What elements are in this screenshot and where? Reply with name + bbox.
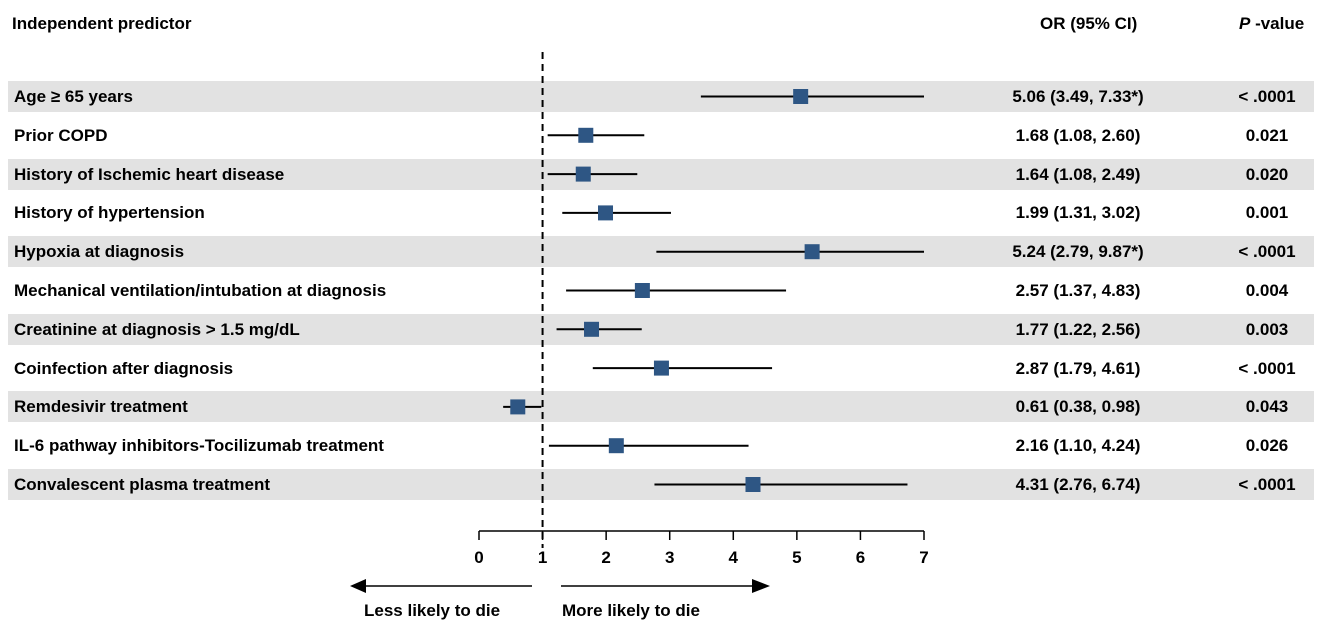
p-value: < .0001 [1238, 475, 1296, 494]
or-ci-value: 2.16 (1.10, 4.24) [1015, 436, 1141, 456]
predictor-label: Coinfection after diagnosis [14, 358, 234, 378]
p-value: < .0001 [1238, 87, 1296, 106]
table-row: Creatinine at diagnosis > 1.5 mg/dL 1.77 … [8, 313, 1314, 345]
table-row: History of hypertension 1.99 (1.31, 3.02)… [8, 197, 1314, 228]
table-row: Prior COPD 1.68 (1.08, 2.60) 0.021 [8, 120, 1314, 151]
predictor-column-header: Independent predictor [12, 14, 192, 33]
arrow-right-head [752, 579, 770, 593]
table-row: IL-6 pathway inhibitors-Tocilizumab trea… [8, 430, 1314, 461]
or-ci-value: 4.31 (2.76, 6.74) [1015, 475, 1141, 494]
less-likely-label: Less likely to die [364, 601, 501, 620]
p-italic-label: P [1239, 14, 1251, 33]
or-point-marker [578, 127, 594, 143]
predictor-label: IL-6 pathway inhibitors-Tocilizumab trea… [14, 436, 384, 456]
predictor-label: Hypoxia at diagnosis [14, 242, 185, 262]
or-point-marker [575, 166, 591, 182]
table-row: Mechanical ventilation/intubation at dia… [8, 275, 1314, 306]
p-value: < .0001 [1238, 358, 1296, 378]
predictor-label: Age ≥ 65 years [14, 87, 133, 106]
p-value: 0.026 [1245, 436, 1289, 456]
or-point-marker [510, 399, 526, 415]
p-value: < .0001 [1238, 242, 1296, 262]
p-value-column-header: P -value [1239, 14, 1304, 34]
x-tick-label: 6 [856, 548, 865, 567]
or-point-marker [608, 438, 624, 454]
or-ci-value: 2.87 (1.79, 4.61) [1015, 358, 1141, 378]
predictor-label: Remdesivir treatment [14, 397, 188, 417]
or-point-marker [584, 321, 600, 337]
x-tick-label: 3 [665, 548, 674, 567]
p-value: 0.043 [1245, 397, 1289, 417]
or-ci-value: 1.77 (1.22, 2.56) [1015, 319, 1141, 339]
or-ci-value: 0.61 (0.38, 0.98) [1015, 397, 1141, 417]
predictor-label: Creatinine at diagnosis > 1.5 mg/dL [14, 319, 300, 339]
more-likely-label: More likely to die [562, 601, 700, 620]
x-tick-label: 5 [792, 548, 801, 567]
x-tick-label: 2 [601, 548, 610, 567]
or-ci-value: 1.99 (1.31, 3.02) [1015, 203, 1141, 223]
predictor-label: Prior COPD [14, 125, 108, 145]
or-ci-value: 5.06 (3.49, 7.33*) [1012, 87, 1144, 106]
x-tick-label: 4 [729, 548, 739, 567]
or-ci-value: 5.24 (2.79, 9.87*) [1012, 242, 1144, 262]
p-value: 0.021 [1245, 125, 1289, 145]
predictor-label: History of hypertension [14, 203, 205, 223]
or-point-marker [745, 477, 761, 492]
or-point-marker [793, 89, 809, 104]
table-row: Remdesivir treatment 0.61 (0.38, 0.98) 0.0… [8, 391, 1314, 423]
or-ci-value: 1.68 (1.08, 2.60) [1015, 125, 1141, 145]
x-tick-label: 1 [538, 548, 547, 567]
p-value: 0.001 [1245, 203, 1289, 223]
table-row: Age ≥ 65 years 5.06 (3.49, 7.33*) < .0001 [8, 81, 1314, 112]
p-value: 0.003 [1245, 319, 1289, 339]
predictor-label: Mechanical ventilation/intubation at dia… [14, 281, 387, 300]
x-tick-label: 0 [474, 548, 483, 567]
or-ci-value: 2.57 (1.37, 4.83) [1015, 281, 1141, 300]
or-point-marker [598, 205, 614, 221]
or-point-marker [653, 360, 669, 376]
or-ci-value: 1.64 (1.08, 2.49) [1015, 164, 1141, 184]
x-tick-label: 7 [919, 548, 928, 567]
or-column-header: OR (95% CI) [1040, 14, 1138, 33]
table-row: Coinfection after diagnosis 2.87 (1.79, 4… [8, 353, 1314, 384]
p-value: 0.020 [1245, 164, 1289, 184]
or-point-marker [634, 283, 650, 298]
arrow-left-head [350, 579, 366, 593]
p-suffix-label: -value [1250, 14, 1305, 33]
table-row: History of Ischemic heart disease 1.64 (1… [8, 158, 1314, 190]
or-point-marker [804, 244, 820, 260]
predictor-label: History of Ischemic heart disease [14, 164, 285, 184]
p-value: 0.004 [1245, 281, 1289, 300]
predictor-label: Convalescent plasma treatment [14, 475, 271, 494]
